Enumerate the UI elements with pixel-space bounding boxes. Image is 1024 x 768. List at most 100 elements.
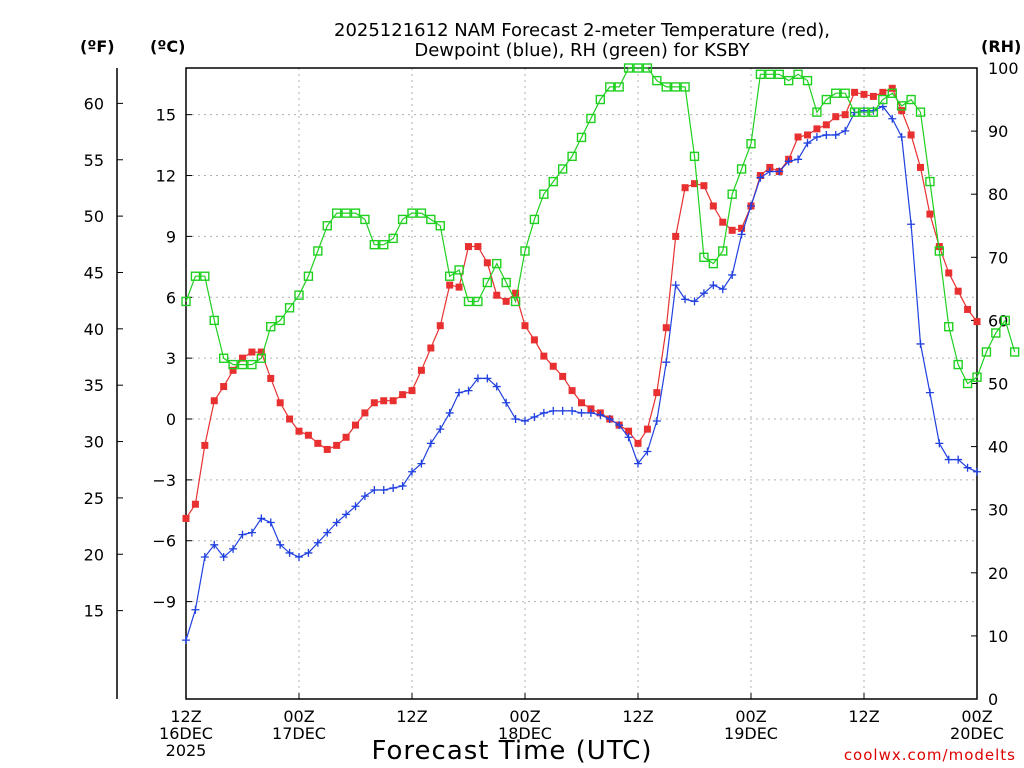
fahrenheit-tick-label: 35 [84, 376, 104, 395]
dewpoint-point [841, 126, 850, 135]
temperature-point [926, 210, 934, 218]
temperature-point [521, 322, 529, 330]
plot-frame [185, 67, 978, 700]
temperature-point [917, 163, 924, 171]
temperature-point [323, 445, 331, 453]
temperature-point [333, 441, 341, 449]
dewpoint-point [699, 289, 708, 298]
temperature-point [945, 269, 953, 277]
temperature-point [841, 111, 849, 119]
rh-point [944, 322, 954, 332]
dewpoint-point [473, 374, 482, 383]
rh-point [633, 63, 643, 73]
dewpoint-point [652, 417, 661, 426]
temperature-point [888, 84, 896, 92]
data-series [181, 63, 1020, 645]
fahrenheit-tick-label: 45 [84, 263, 104, 282]
dewpoint-point [681, 295, 690, 304]
rh-point [539, 189, 549, 199]
dewpoint-point [662, 358, 671, 367]
dewpoint-point [577, 408, 586, 417]
temperature-point [455, 283, 463, 291]
temperature-point [954, 287, 962, 295]
temperature-point [352, 421, 359, 429]
rh-point [407, 208, 417, 218]
series-temperature [182, 84, 981, 522]
dewpoint-point [426, 439, 435, 448]
x-tick-label: 20DEC [950, 724, 1004, 743]
temperature-point [813, 125, 821, 133]
dewpoint-point [935, 439, 944, 448]
tick-labels: −9−6−30369121515202530354045505560010203… [84, 59, 1019, 760]
fahrenheit-tick-label: 30 [84, 433, 104, 452]
celsius-unit-label: (ºC) [150, 37, 185, 56]
temperature-point [417, 366, 425, 374]
celsius-tick-label: 12 [156, 167, 176, 186]
fahrenheit-tick-label: 20 [84, 545, 104, 564]
dewpoint-line [185, 105, 978, 641]
dewpoint-point [445, 408, 454, 417]
rh-point [840, 88, 850, 98]
temperature-point [483, 259, 491, 267]
dewpoint-point [229, 544, 238, 553]
rh-point [473, 296, 483, 307]
dewpoint-point [238, 530, 247, 539]
x-tick-label: 12Z [622, 707, 653, 726]
temperature-point [446, 281, 454, 289]
temperature-point [738, 224, 746, 232]
fahrenheit-tick-label: 15 [84, 602, 104, 621]
temperature-point [389, 397, 397, 405]
rh-point [548, 176, 558, 187]
rh-point [576, 132, 587, 143]
x-tick-label: 2025 [166, 741, 207, 760]
temperature-point [380, 397, 388, 405]
credit-text: coolwx.com/modelts [844, 746, 1016, 764]
x-tick-label: 16DEC [159, 724, 213, 743]
rh-tick-label: 0 [988, 690, 998, 709]
rh-tick-label: 90 [988, 122, 1008, 141]
celsius-tick-label: 6 [166, 288, 176, 307]
temperature-point [530, 336, 538, 344]
temperature-point [719, 218, 727, 226]
dewpoint-point [925, 388, 934, 397]
dewpoint-point [973, 467, 981, 476]
rh-point [859, 107, 869, 117]
temperature-point [898, 107, 906, 115]
dewpoint-point [568, 406, 577, 415]
rh-point [284, 303, 295, 313]
rh-point [303, 271, 314, 281]
temperature-line [185, 87, 978, 519]
dewpoint-point [398, 481, 407, 490]
rh-point [765, 69, 775, 80]
dewpoint-point [765, 167, 774, 176]
x-tick-label: 00Z [283, 707, 314, 726]
dewpoint-point [944, 455, 953, 464]
rh-point [228, 359, 238, 370]
dewpoint-point [342, 510, 351, 519]
dewpoint-point [907, 220, 916, 229]
dewpoint-point [360, 492, 369, 501]
temperature-point [634, 439, 642, 447]
temperature-point [229, 366, 237, 374]
rh-point [783, 75, 794, 86]
rh-tick-label: 80 [988, 185, 1008, 204]
rh-point [793, 69, 803, 80]
rh-point [821, 94, 832, 105]
rh-tick-label: 30 [988, 501, 1008, 520]
dewpoint-point [304, 548, 313, 557]
dewpoint-point [389, 483, 398, 492]
rh-point [981, 347, 992, 357]
rh-point [331, 208, 342, 218]
fahrenheit-tick-label: 55 [84, 151, 104, 170]
x-tick-label: 12Z [848, 707, 879, 726]
dewpoint-point [455, 388, 464, 397]
rh-point [699, 252, 709, 263]
rh-tick-label: 40 [988, 438, 1008, 457]
x-axis-label: Forecast Time (UTC) [371, 736, 652, 766]
temperature-point [314, 439, 322, 447]
rh-point [887, 88, 897, 98]
dewpoint-point [812, 132, 821, 141]
x-tick-label: 12Z [170, 707, 201, 726]
x-tick-label: 12Z [396, 707, 427, 726]
dewpoint-point [200, 552, 209, 561]
